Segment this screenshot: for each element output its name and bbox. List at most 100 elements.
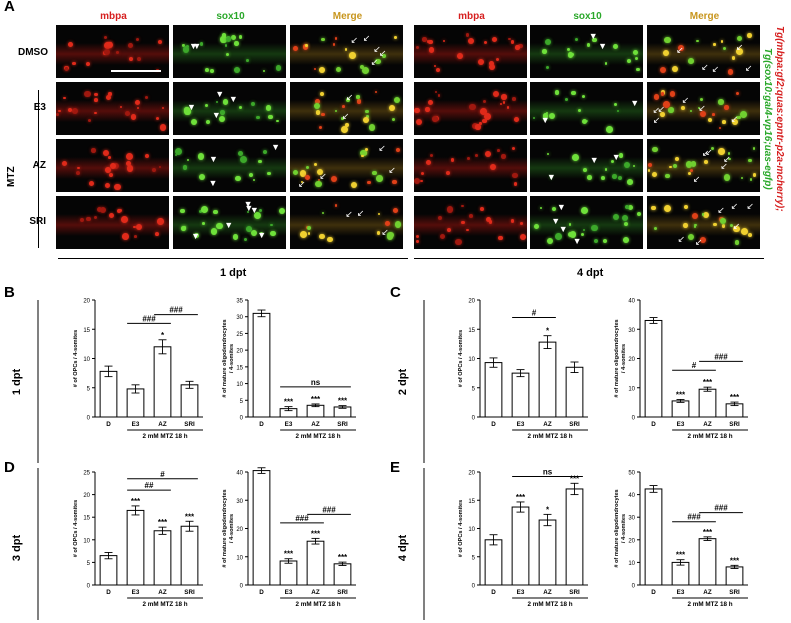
cell-dot [467, 156, 470, 160]
cell-dot [723, 174, 731, 182]
cell-dot [632, 164, 635, 168]
cell-dot [687, 171, 691, 175]
cell-dot [501, 154, 506, 159]
y-tick-label: 0 [240, 416, 244, 422]
arrowhead-marker: ↙ [701, 147, 710, 158]
cell-dot [420, 179, 423, 182]
cell-dot [116, 208, 122, 214]
y-tick-label: 0 [632, 416, 636, 422]
cell-dot [193, 233, 200, 239]
cell-dot [127, 43, 133, 49]
bar [252, 312, 271, 418]
category-label: D [259, 421, 264, 428]
cell-dot [612, 44, 618, 50]
category-label: E3 [677, 589, 685, 596]
cell-dot [361, 154, 364, 157]
cell-dot [425, 159, 432, 166]
micrograph-band [173, 43, 286, 65]
bar [153, 530, 172, 586]
cell-dot [94, 92, 98, 97]
micrograph-panel [414, 25, 527, 78]
row-label-az: AZ [32, 160, 46, 171]
cell-dot [496, 57, 500, 61]
arrowhead-marker: ↙ [652, 114, 661, 125]
cell-dot [302, 44, 308, 50]
cell-dot [292, 169, 298, 175]
cell-dot [392, 179, 397, 184]
cell-dot [506, 106, 510, 109]
y-axis-label: / 4-somites [621, 514, 627, 543]
cell-dot [360, 65, 365, 70]
cell-dot [330, 176, 337, 183]
cell-dot [254, 211, 262, 219]
micrograph-band [56, 214, 169, 236]
y-tick-label: 20 [236, 349, 243, 355]
cell-dot [571, 90, 576, 95]
cell-dot [248, 172, 254, 178]
arrowhead-marker: ↙ [350, 35, 359, 46]
cell-dot [321, 112, 325, 117]
cell-dot [308, 232, 311, 235]
cell-dot [246, 210, 250, 214]
cell-dot [314, 67, 317, 70]
cell-dot [508, 37, 511, 41]
bar [279, 560, 298, 586]
cell-dot [135, 223, 142, 230]
arrowhead-marker: ▼ [611, 151, 621, 162]
cell-dot [344, 123, 349, 128]
cell-dot [662, 49, 670, 57]
category-label: AZ [703, 589, 712, 596]
arrowhead-marker: ▼ [589, 155, 599, 166]
y-tick-label: 5 [87, 386, 91, 392]
cell-dot [519, 233, 526, 240]
cell-dot [136, 106, 139, 109]
cell-dot [414, 177, 421, 185]
cell-dot [668, 107, 674, 113]
arrowhead-marker: ↙ [694, 237, 703, 248]
cell-dot [432, 116, 439, 123]
cell-dot [182, 44, 185, 47]
bar [126, 509, 145, 586]
significance-mark: *** [703, 528, 713, 537]
y-tick-label: 10 [83, 538, 90, 544]
cell-dot [654, 227, 657, 230]
cell-dot [479, 122, 482, 125]
cell-dot [511, 219, 515, 223]
y-tick-label: 0 [472, 584, 476, 590]
cell-dot [718, 99, 724, 105]
cell-dot [94, 97, 98, 102]
cell-dot [265, 105, 272, 111]
bar [252, 470, 271, 586]
arrowhead-marker: ↙ [345, 92, 354, 103]
cell-dot [68, 42, 74, 47]
micrograph-panel: ↙ ↙ ↙ ↙ ↙ ↙ [647, 82, 760, 135]
cell-dot [461, 204, 464, 208]
arrowhead-marker: ▼ [228, 94, 238, 105]
category-label: SRI [729, 421, 740, 428]
cell-dot [216, 222, 223, 230]
cell-dot [592, 37, 597, 43]
timepoint-label-e: 4 dpt [397, 535, 409, 562]
cell-dot [515, 45, 520, 50]
cell-dot [700, 111, 707, 118]
arrowhead-marker: ▼ [211, 109, 221, 120]
cell-dot [368, 124, 376, 132]
arrowhead-marker: ↙ [345, 209, 353, 220]
cell-dot [86, 61, 91, 66]
y-tick-label: 20 [83, 299, 90, 305]
cell-dot [416, 240, 419, 243]
category-label: E3 [517, 589, 525, 596]
arrowhead-marker: ▼ [208, 154, 218, 165]
cell-dot [351, 181, 358, 188]
arrowhead-marker: ↙ [746, 200, 754, 211]
cell-dot [604, 168, 608, 171]
cell-dot [58, 109, 61, 113]
significance-mark: *** [703, 378, 713, 387]
cell-dot [429, 153, 433, 157]
cell-dot [334, 37, 338, 40]
cell-dot [416, 45, 420, 49]
cell-dot [85, 216, 91, 222]
cell-dot [201, 206, 209, 214]
cell-dot [569, 231, 576, 238]
y-tick-label: 10 [628, 561, 635, 567]
